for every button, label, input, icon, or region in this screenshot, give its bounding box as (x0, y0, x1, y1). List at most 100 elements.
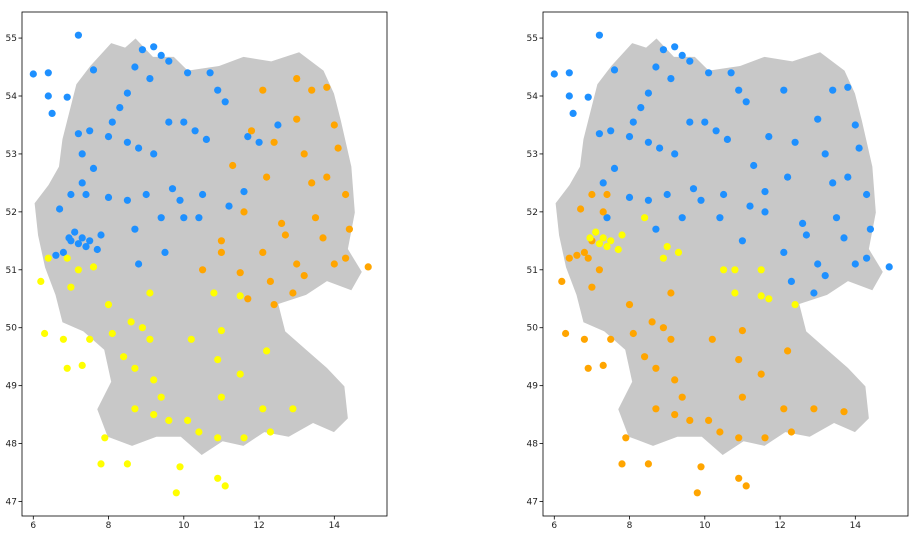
data-point-orange (334, 144, 342, 152)
data-point-blue (863, 254, 871, 262)
data-point-orange (289, 289, 297, 297)
data-point-orange (652, 364, 660, 372)
data-point-yellow (74, 266, 82, 274)
data-point-blue (180, 214, 188, 222)
data-point-blue (678, 51, 686, 60)
data-point-blue (610, 164, 619, 172)
data-point-yellow (603, 243, 611, 251)
data-point-orange (584, 254, 592, 262)
data-point-blue (202, 135, 210, 143)
data-point-orange (293, 260, 301, 268)
data-point-yellow (731, 266, 739, 274)
data-point-orange (629, 329, 637, 338)
data-point-yellow (108, 329, 116, 338)
data-point-blue (104, 193, 113, 201)
data-point-orange (686, 416, 694, 424)
data-point-blue (644, 196, 653, 204)
data-point-blue (829, 86, 837, 94)
data-point-blue (610, 66, 619, 74)
data-point-blue (832, 214, 841, 222)
data-point-yellow (210, 289, 218, 297)
data-point-orange (562, 329, 570, 338)
data-point-orange (671, 376, 679, 384)
data-point-orange (293, 75, 301, 83)
data-point-orange (300, 150, 308, 158)
data-point-orange (735, 434, 743, 442)
data-point-orange (577, 205, 585, 213)
data-point-orange (659, 324, 668, 332)
data-point-orange (784, 347, 792, 355)
data-point-blue (82, 190, 90, 199)
data-point-orange (607, 335, 615, 343)
y-tick-label: 55 (6, 34, 17, 44)
data-point-orange (603, 190, 611, 199)
data-point-orange (735, 474, 743, 482)
data-point-orange (281, 231, 289, 239)
data-point-yellow (101, 434, 109, 442)
data-point-orange (244, 295, 252, 303)
data-point-blue (814, 115, 822, 123)
data-point-blue (644, 138, 653, 146)
data-point-yellow (78, 361, 86, 369)
data-point-yellow (731, 289, 739, 297)
data-point-blue (199, 190, 207, 199)
x-tick-label: 10 (178, 521, 190, 531)
data-point-blue (705, 69, 713, 77)
y-tick-label: 53 (6, 150, 17, 160)
data-point-yellow (614, 245, 622, 254)
data-point-blue (52, 251, 60, 259)
data-point-blue (625, 133, 634, 141)
data-point-yellow (97, 460, 105, 468)
data-point-yellow (592, 228, 600, 236)
data-point-orange (330, 121, 338, 129)
data-point-orange (652, 405, 660, 413)
data-point-orange (599, 208, 607, 216)
data-point-orange (259, 248, 267, 256)
data-point-blue (829, 179, 837, 187)
data-point-yellow (641, 214, 649, 222)
data-point-blue (565, 69, 573, 77)
data-point-blue (89, 66, 98, 74)
data-point-yellow (217, 327, 225, 335)
data-point-yellow (131, 405, 139, 413)
data-point-blue (138, 46, 146, 54)
data-point-yellow (674, 248, 683, 256)
y-tick-label: 49 (527, 382, 539, 392)
data-point-yellow (240, 434, 248, 442)
data-point-orange (678, 393, 686, 401)
y-tick-label: 54 (527, 92, 539, 102)
data-point-yellow (127, 318, 135, 326)
data-point-orange (364, 263, 372, 271)
y-tick-label: 51 (6, 266, 17, 276)
data-point-blue (123, 89, 131, 97)
data-point-yellow (791, 301, 799, 309)
data-point-yellow (150, 411, 158, 419)
data-point-blue (150, 43, 158, 51)
data-point-yellow (236, 292, 244, 300)
data-point-yellow (289, 405, 297, 413)
data-point-blue (791, 138, 799, 146)
data-point-yellow (221, 482, 229, 490)
data-point-blue (697, 196, 705, 204)
data-point-blue (784, 173, 792, 181)
data-point-blue (663, 190, 671, 199)
data-point-blue (599, 179, 607, 187)
data-point-blue (810, 289, 818, 297)
data-point-orange (580, 335, 589, 343)
data-point-orange (240, 208, 248, 216)
data-point-yellow (266, 428, 274, 436)
data-point-blue (78, 234, 86, 242)
y-tick-label: 50 (6, 324, 18, 334)
data-point-blue (603, 214, 611, 222)
data-point-blue (761, 188, 769, 196)
panel-2: 6 8 10 12 14 47 48 49 50 51 52 53 54 55 (527, 11, 909, 531)
data-point-orange (738, 327, 747, 335)
data-point-blue (765, 133, 773, 141)
y-tick-label: 47 (527, 498, 538, 508)
data-point-yellow (217, 393, 225, 401)
data-point-blue (59, 248, 67, 256)
data-point-orange (217, 248, 225, 256)
data-point-yellow (146, 289, 154, 297)
data-point-blue (652, 63, 660, 71)
